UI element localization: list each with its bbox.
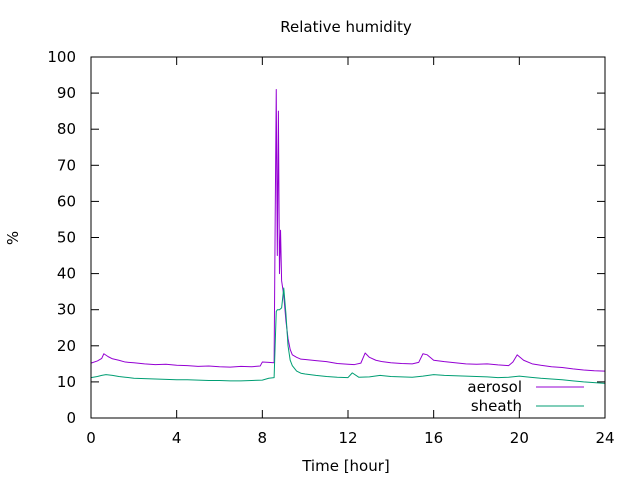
y-tick-label: 40: [57, 265, 76, 283]
x-tick-label: 8: [258, 429, 268, 447]
legend-label-aerosol: aerosol: [467, 378, 522, 396]
y-tick-label: 10: [57, 373, 76, 391]
x-tick-label: 20: [510, 429, 529, 447]
series-layer: [90, 88, 606, 384]
x-tick-label: 24: [595, 429, 614, 447]
legend-label-sheath: sheath: [471, 397, 522, 415]
series-line-aerosol: [90, 88, 606, 372]
y-tick-label: 0: [66, 409, 76, 427]
x-tick-label: 16: [424, 429, 443, 447]
y-tick-label: 70: [57, 156, 76, 174]
y-tick-label: 50: [57, 229, 76, 247]
y-axis-label: %: [4, 231, 22, 245]
x-axis-label: Time [hour]: [301, 457, 390, 475]
x-tick-label: 12: [338, 429, 357, 447]
y-tick-label: 90: [57, 84, 76, 102]
chart-title: Relative humidity: [280, 18, 412, 36]
y-tick-label: 60: [57, 192, 76, 210]
y-tick-label: 30: [57, 301, 76, 319]
y-tick-label: 100: [47, 48, 76, 66]
y-tick-label: 80: [57, 120, 76, 138]
ticks-layer: 0 4 8 12 16 20 24 0 10 20 30 40 50 60 70 80 90 100: [47, 48, 614, 447]
x-tick-label: 0: [86, 429, 96, 447]
y-tick-label: 20: [57, 337, 76, 355]
plot-frame: [90, 56, 606, 419]
x-tick-label: 4: [172, 429, 182, 447]
series-line-sheath: [90, 287, 606, 384]
